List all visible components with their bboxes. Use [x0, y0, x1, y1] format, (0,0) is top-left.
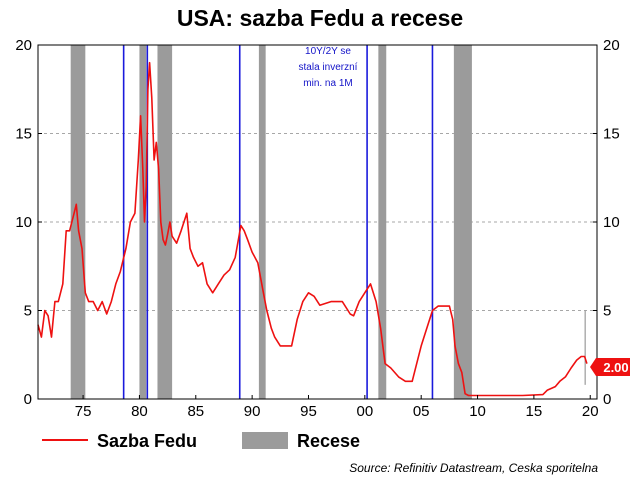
y-tick-label-right: 20 [603, 37, 620, 54]
recession-band [258, 45, 266, 399]
x-tick-label: 10 [469, 403, 486, 420]
y-tick-label-right: 0 [603, 391, 611, 408]
x-tick-label: 15 [526, 403, 543, 420]
x-tick-label: 05 [413, 403, 430, 420]
inversion-lines [122, 45, 434, 399]
legend-label-recession: Recese [297, 431, 360, 451]
x-tick-label: 75 [75, 403, 92, 420]
last-value-label: 2.00 [603, 360, 628, 375]
fed-rate-series [37, 61, 588, 397]
y-tick-label-left: 5 [24, 303, 32, 320]
x-tick-label: 20 [582, 403, 599, 420]
grid [38, 133, 597, 311]
recession-band [378, 45, 387, 399]
annotation: 10Y/2Y se stala inverzní min. na 1M [299, 46, 358, 89]
annotation-line-2: stala inverzní [299, 62, 358, 73]
source-note: Source: Refinitiv Datastream, Ceska spor… [349, 461, 598, 475]
x-tick-label: 95 [300, 403, 317, 420]
chart-title: USA: sazba Fedu a recese [177, 5, 463, 31]
fed-rate-line [37, 61, 588, 397]
y-tick-label-left: 20 [15, 37, 32, 54]
y-tick-label-left: 15 [15, 126, 32, 143]
x-tick-label: 90 [244, 403, 261, 420]
x-tick-label: 85 [187, 403, 204, 420]
annotation-line-1: 10Y/2Y se [305, 46, 351, 57]
x-tick-label: 00 [356, 403, 373, 420]
legend-label-rate: Sazba Fedu [97, 431, 197, 451]
recession-bands [70, 45, 472, 399]
legend: Sazba Fedu Recese [42, 431, 360, 451]
y-tick-label-left: 0 [24, 391, 32, 408]
last-value-badge-shape [590, 358, 630, 376]
annotation-line-3: min. na 1M [303, 78, 352, 89]
legend-band-swatch [242, 432, 288, 449]
y-tick-label-right: 5 [603, 303, 611, 320]
recession-band [453, 45, 472, 399]
y-tick-label-left: 10 [15, 214, 32, 231]
last-value-badge: 2.00 [590, 358, 630, 376]
recession-band [157, 45, 173, 399]
recession-band [139, 45, 147, 399]
y-tick-label-right: 15 [603, 126, 620, 143]
x-tick-label: 80 [131, 403, 148, 420]
y-tick-label-right: 10 [603, 214, 620, 231]
